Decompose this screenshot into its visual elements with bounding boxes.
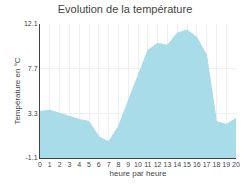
svg-text:4: 4 <box>77 161 81 168</box>
svg-text:1: 1 <box>48 161 52 168</box>
svg-text:16: 16 <box>193 161 201 168</box>
svg-text:12.1: 12.1 <box>24 20 38 27</box>
svg-text:20: 20 <box>232 161 240 168</box>
svg-text:7: 7 <box>107 161 111 168</box>
svg-text:13: 13 <box>164 161 172 168</box>
svg-text:Evolution de la température: Evolution de la température <box>58 3 193 15</box>
svg-text:18: 18 <box>213 161 221 168</box>
svg-text:5: 5 <box>87 161 91 168</box>
svg-text:0: 0 <box>38 161 42 168</box>
svg-text:19: 19 <box>222 161 230 168</box>
svg-text:2: 2 <box>58 161 62 168</box>
svg-text:10: 10 <box>134 161 142 168</box>
svg-text:14: 14 <box>173 161 181 168</box>
svg-text:7.7: 7.7 <box>28 65 38 72</box>
svg-text:12: 12 <box>154 161 162 168</box>
svg-text:6: 6 <box>97 161 101 168</box>
svg-text:9: 9 <box>126 161 130 168</box>
svg-text:15: 15 <box>183 161 191 168</box>
svg-text:3: 3 <box>67 161 71 168</box>
svg-text:Température en °C: Température en °C <box>13 57 22 124</box>
svg-text:8: 8 <box>116 161 120 168</box>
svg-text:3.3: 3.3 <box>28 110 38 117</box>
svg-text:11: 11 <box>144 161 151 168</box>
svg-text:17: 17 <box>203 161 211 168</box>
svg-text:-1.1: -1.1 <box>26 154 38 161</box>
svg-text:heure par heure: heure par heure <box>110 169 167 178</box>
